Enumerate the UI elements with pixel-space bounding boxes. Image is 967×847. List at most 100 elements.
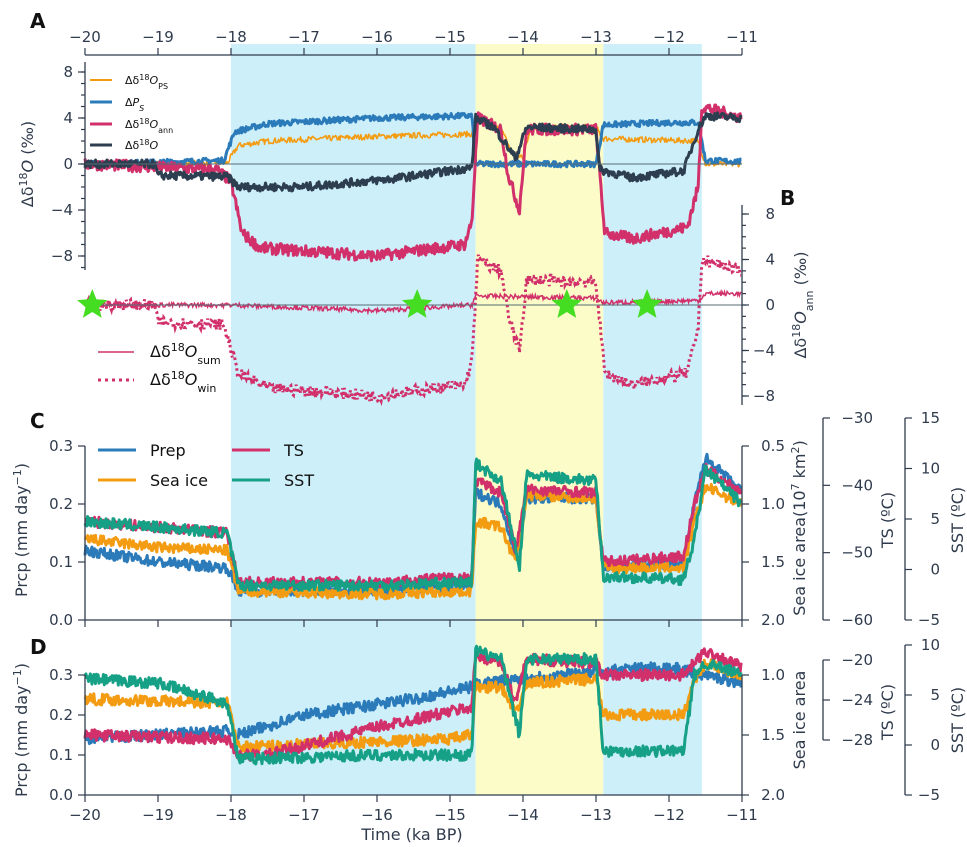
- panel-d-seaice-tick-label: 1.5: [761, 726, 785, 744]
- panel-b-y-tick-label: 0: [765, 296, 775, 314]
- panel-d-sst-tick-label: 0: [930, 736, 940, 754]
- top-x-tick-label: −18: [215, 28, 247, 46]
- panel-d-sst-tick-label: 5: [930, 686, 940, 704]
- bottom-x-tick-label: −20: [69, 806, 101, 824]
- bottom-x-tick-label: −16: [361, 806, 393, 824]
- legend-sea-ice: Sea ice: [150, 471, 208, 490]
- top-x-tick-label: −19: [142, 28, 174, 46]
- panel-c-y-tick-label: 0.0: [49, 611, 73, 629]
- bottom-x-tick-label: −19: [142, 806, 174, 824]
- panel-d-series-3: [83, 644, 743, 766]
- panel-a-ylabel: Δδ18O (‰): [17, 121, 38, 207]
- panel-b-legend: Δδ18Osum Δδ18Owin: [98, 341, 221, 395]
- panel-c-ts-tick-label: −30: [841, 409, 873, 427]
- panel-c-sst-label: SST (ºC): [948, 487, 967, 553]
- panel-a-y-tick-label: 8: [63, 63, 73, 81]
- star-marker-3: [631, 289, 663, 318]
- star-markers: [77, 289, 663, 318]
- panel-d-seaice-tick-label: 2.0: [761, 786, 785, 804]
- panel-b-y-tick-label: 4: [765, 251, 775, 269]
- panel-d-label: D: [30, 635, 47, 659]
- bottom-x-tick-label: −11: [726, 806, 758, 824]
- panel-c-legend: Prep TS Sea ice SST: [98, 441, 314, 490]
- panel-c-ts-tick-label: −40: [841, 476, 873, 494]
- bottom-x-tick-label: −12: [653, 806, 685, 824]
- bottom-x-tick-label: −14: [507, 806, 539, 824]
- panel-d-sst-tick-label: 10: [921, 636, 940, 654]
- top-x-tick-label: −16: [361, 28, 393, 46]
- star-marker-1: [401, 289, 433, 318]
- panel-d-y-tick-label: 0.0: [49, 786, 73, 804]
- panel-d-ylabel: Prcp (mm day−1): [11, 663, 32, 797]
- panel-a-legend: Δδ18OPS ΔPS Δδ18Oann Δδ18O: [90, 73, 173, 153]
- panel-c-ts-tick-label: −50: [841, 544, 873, 562]
- legend-sst: SST: [284, 471, 314, 490]
- panel-a-y-tick-label: −8: [51, 247, 73, 265]
- panel-c-series-3: [83, 457, 742, 592]
- legend-ts: TS: [283, 441, 304, 460]
- top-x-tick-label: −14: [507, 28, 539, 46]
- bottom-x-tick-label: −18: [215, 806, 247, 824]
- top-x-tick-label: −11: [726, 28, 758, 46]
- panel-c-ts-tick-label: −60: [841, 611, 873, 629]
- panel-c-y-tick-label: 0.3: [49, 437, 73, 455]
- panel-d-ts-tick-label: −24: [841, 691, 873, 709]
- top-x-tick-label: −12: [653, 28, 685, 46]
- panel-a-series-2: [83, 103, 743, 263]
- panel-d-seaice-label: Sea ice area: [790, 671, 809, 770]
- panel-d-sst-label: SST (ºC): [948, 687, 967, 753]
- top-x-tick-label: −15: [434, 28, 466, 46]
- panel-c-seaice-tick-label: 0.5: [761, 437, 785, 455]
- panel-d-ts-tick-label: −20: [841, 651, 873, 669]
- panel-c-seaice-label: Sea ice area(107 km2): [789, 440, 810, 616]
- panel-b-label: B: [780, 186, 795, 210]
- panel-c-seaice-tick-label: 1.0: [761, 495, 785, 513]
- panel-c-sst-tick-label: 15: [921, 409, 940, 427]
- panel-c-sst-tick-label: 0: [930, 561, 940, 579]
- panel-c-ts-label: TS (ºC): [878, 492, 897, 549]
- panel-a-label: A: [30, 9, 46, 33]
- legend-label-dps: ΔPS: [125, 96, 144, 113]
- panel-c-sst-tick-label: 5: [930, 510, 940, 528]
- x-axis-label: Time (ka BP): [360, 825, 462, 844]
- panel-c-y-tick-label: 0.2: [49, 495, 73, 513]
- panel-d-y-tick-label: 0.3: [49, 666, 73, 684]
- panel-c-sst-tick-label: −5: [918, 611, 940, 629]
- panel-d-y-tick-label: 0.2: [49, 706, 73, 724]
- legend-prep: Prep: [150, 441, 186, 460]
- legend-label-d18o-sum: Δδ18Osum: [150, 341, 221, 367]
- panel-b-y-tick-label: 8: [765, 205, 775, 223]
- panel-c-seaice-tick-label: 2.0: [761, 611, 785, 629]
- legend-label-d18o: Δδ18O: [125, 138, 158, 153]
- top-x-tick-label: −17: [288, 28, 320, 46]
- panel-c-label: C: [30, 409, 45, 433]
- panel-c-ylabel: Prcp (mm day−1): [11, 463, 32, 597]
- star-marker-0: [77, 289, 108, 318]
- panel-d-series-2: [83, 647, 743, 762]
- panel-d-ts-tick-label: −28: [841, 731, 873, 749]
- panel-a-y-tick-label: 0: [63, 155, 73, 173]
- panel-d-seaice-tick-label: 1.0: [761, 666, 785, 684]
- legend-label-d18o-ps: Δδ18OPS: [125, 73, 168, 91]
- panel-c-y-tick-label: 0.1: [49, 553, 73, 571]
- top-x-tick-label: −20: [69, 28, 101, 46]
- panel-c-sst-tick-label: 10: [921, 460, 940, 478]
- panel-b-series-1: [83, 253, 742, 407]
- panel-c-seaice-tick-label: 1.5: [761, 553, 785, 571]
- panel-d-series-1: [83, 658, 743, 754]
- shading-band-0: [231, 44, 476, 795]
- panel-c-series-1: [83, 482, 743, 601]
- panel-b-y-tick-label: −4: [753, 342, 775, 360]
- panel-b-ylabel: Δδ18Oann (‰): [790, 251, 816, 358]
- legend-label-d18o-ann: Δδ18Oann: [125, 117, 173, 135]
- bottom-x-tick-label: −17: [288, 806, 320, 824]
- star-marker-2: [551, 289, 582, 318]
- panel-d-sst-tick-label: −5: [918, 786, 940, 804]
- panel-d-y-tick-label: 0.1: [49, 746, 73, 764]
- bottom-x-tick-label: −13: [580, 806, 612, 824]
- panel-b-y-tick-label: −8: [753, 387, 775, 405]
- panel-a-y-tick-label: −4: [51, 201, 73, 219]
- panel-d-ts-label: TS (ºC): [878, 684, 897, 741]
- panel-a-series-3: [83, 111, 743, 193]
